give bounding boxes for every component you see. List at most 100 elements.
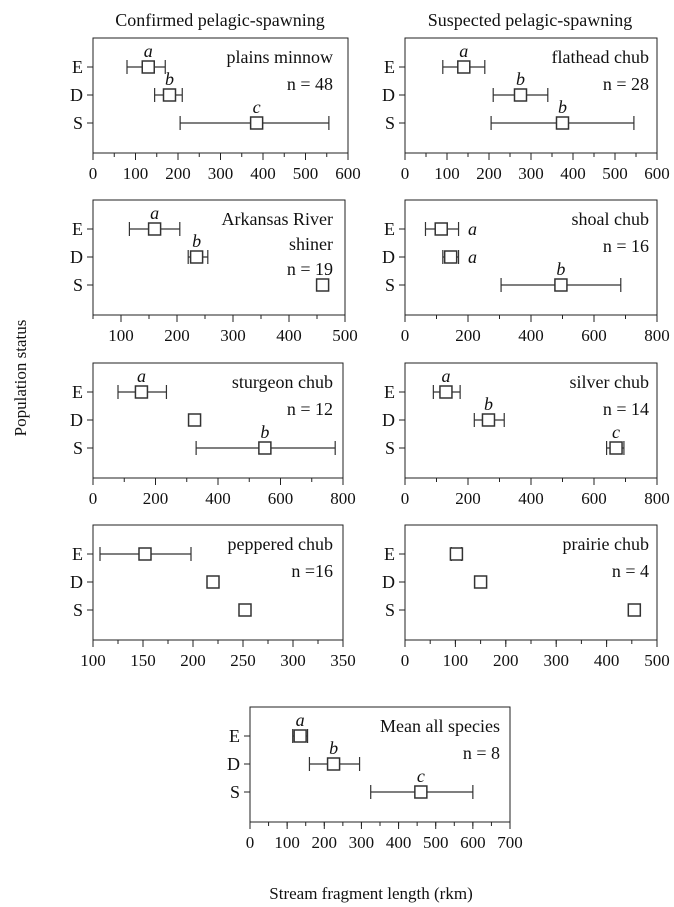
mean-marker-S — [555, 116, 570, 130]
x-tick-label: 100 — [80, 651, 106, 670]
panel-shoal: EDS 0 200 400 600 800 aa b shoal chub n = 16 — [382, 199, 670, 345]
y-tick-label-D: D — [382, 247, 395, 267]
x-tick-label: 200 — [143, 489, 169, 508]
x-tick-label: 200 — [455, 326, 481, 345]
x-tick-label: 200 — [312, 833, 338, 852]
mean-marker-E — [147, 222, 162, 236]
mean-marker-S — [249, 116, 264, 130]
x-tick-label: 0 — [89, 164, 98, 183]
panel-label-0: plains minnow — [227, 47, 334, 67]
mean-marker-D — [443, 250, 458, 264]
significance-letter-S: c — [417, 766, 425, 786]
panel-label-0: sturgeon chub — [232, 372, 333, 392]
mean-marker-E — [449, 547, 464, 561]
panel-peppered: EDS 100 150 200 250 300 350 peppered chub n =16 — [70, 524, 356, 670]
mean-marker-D — [326, 757, 341, 771]
y-axis-label: Population status — [11, 320, 30, 437]
x-tick-label: 200 — [180, 651, 206, 670]
x-tick-label: 100 — [434, 164, 460, 183]
x-tick-label: 600 — [644, 164, 670, 183]
y-tick-label-D: D — [70, 247, 83, 267]
mean-marker-S — [627, 603, 642, 617]
x-tick-label: 300 — [208, 164, 234, 183]
significance-letter-E: a — [144, 41, 153, 61]
significance-letter-D: b — [516, 69, 525, 89]
x-tick-label: 500 — [602, 164, 628, 183]
y-tick-label-D: D — [227, 754, 240, 774]
x-tick-label: 100 — [274, 833, 300, 852]
y-tick-label-E: E — [72, 544, 83, 564]
significance-letter-E: a — [441, 366, 450, 386]
mean-marker-E — [293, 729, 307, 743]
x-tick-label: 800 — [330, 489, 356, 508]
panel-label-1: n = 28 — [603, 74, 649, 94]
significance-letter-E: a — [137, 366, 146, 386]
mean-marker-S — [414, 785, 428, 799]
panel-label-2: n = 19 — [287, 259, 333, 279]
significance-letter-D: a — [468, 247, 477, 267]
x-tick-label: 150 — [130, 651, 156, 670]
y-tick-label-E: E — [72, 219, 83, 239]
x-tick-label: 0 — [89, 489, 98, 508]
x-tick-label: 500 — [423, 833, 449, 852]
x-tick-label: 100 — [123, 164, 149, 183]
x-tick-label: 500 — [644, 651, 670, 670]
mean-marker-S — [554, 278, 568, 292]
y-tick-label-E: E — [384, 57, 395, 77]
significance-letter-D: b — [329, 738, 338, 758]
x-tick-label: 600 — [581, 326, 607, 345]
x-tick-label: 250 — [230, 651, 256, 670]
y-tick-label-D: D — [70, 85, 83, 105]
x-tick-label: 300 — [220, 326, 246, 345]
mean-marker-E — [439, 385, 453, 399]
significance-letter-S: b — [558, 97, 567, 117]
significance-letter-E: a — [150, 203, 159, 223]
panel-label-0: silver chub — [570, 372, 649, 392]
x-tick-label: 400 — [560, 164, 586, 183]
x-axis-label: Stream fragment length (rkm) — [269, 884, 472, 903]
panel-label-1: n = 16 — [603, 236, 649, 256]
x-tick-label: 400 — [518, 326, 544, 345]
x-tick-label: 0 — [401, 489, 410, 508]
y-tick-label-D: D — [70, 410, 83, 430]
y-tick-label-E: E — [384, 382, 395, 402]
mean-marker-S — [238, 603, 252, 617]
panel-mean: EDS 0 100 200 300 400 500 600 700 a b c Mean all spe… — [227, 706, 523, 852]
panel-arkansas: EDS 100 200 300 400 500 a b Arkansas River shiner… — [70, 199, 358, 345]
x-tick-label: 600 — [268, 489, 294, 508]
x-tick-label: 500 — [332, 326, 358, 345]
panel-label-1: n = 4 — [612, 561, 649, 581]
mean-marker-E — [434, 222, 448, 236]
panel-sturgeon: EDS 0 200 400 600 800 a b sturgeon chub n = 12 — [70, 362, 356, 508]
mean-marker-E — [141, 60, 155, 74]
x-tick-label: 700 — [497, 833, 523, 852]
panel-label-1: n = 48 — [287, 74, 333, 94]
mean-marker-D — [189, 250, 204, 264]
mean-marker-D — [206, 575, 220, 589]
panel-label-1: n = 14 — [603, 399, 649, 419]
significance-letter-S: c — [612, 422, 620, 442]
y-tick-label-S: S — [73, 275, 83, 295]
y-tick-label-D: D — [382, 572, 395, 592]
panel-label-0: prairie chub — [563, 534, 649, 554]
x-tick-label: 400 — [276, 326, 302, 345]
y-tick-label-S: S — [385, 438, 395, 458]
panel-label-0: Arkansas River — [222, 209, 333, 229]
mean-marker-E — [138, 547, 152, 561]
panel-label-1: n = 12 — [287, 399, 333, 419]
x-tick-label: 200 — [165, 164, 191, 183]
x-tick-label: 200 — [476, 164, 502, 183]
x-tick-label: 400 — [386, 833, 412, 852]
x-tick-label: 600 — [581, 489, 607, 508]
significance-letter-S: b — [556, 259, 565, 279]
x-tick-label: 300 — [543, 651, 569, 670]
mean-marker-S — [258, 441, 272, 455]
panel-label-0: peppered chub — [228, 534, 333, 554]
panel-prairie: EDS 0 100 200 300 400 500 prairie chub n = 4 — [382, 524, 670, 670]
significance-letter-E: a — [468, 219, 477, 239]
panel-label-0: Mean all species — [380, 716, 500, 736]
y-tick-label-S: S — [73, 438, 83, 458]
mean-marker-D — [481, 413, 496, 427]
y-tick-label-S: S — [385, 600, 395, 620]
